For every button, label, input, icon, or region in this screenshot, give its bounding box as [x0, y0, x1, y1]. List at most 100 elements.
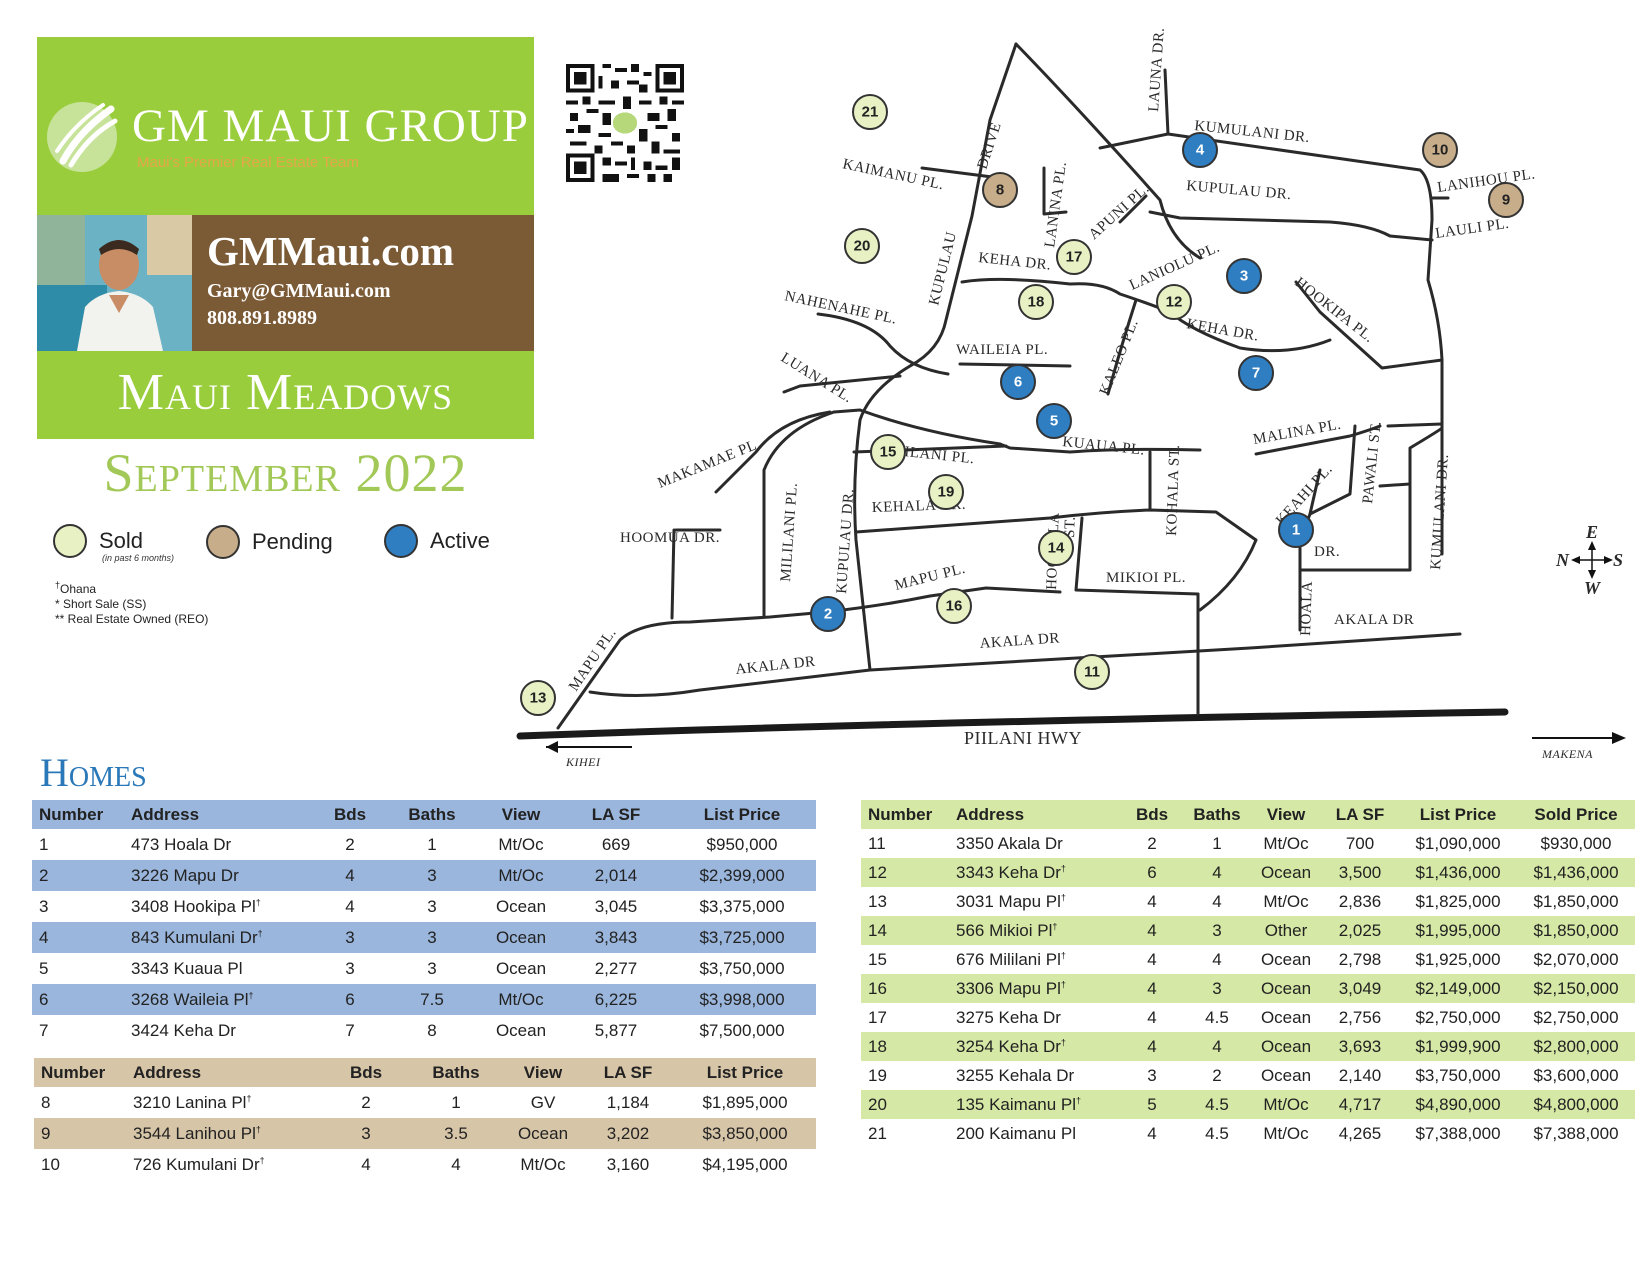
col-bds: Bds	[314, 800, 386, 829]
marker-3-active[interactable]: 3	[1226, 258, 1262, 294]
cell-bds: 4	[361, 1154, 371, 1174]
ohana-mark: †	[1052, 920, 1058, 931]
cell-la-sf: 2,014	[564, 860, 668, 891]
cell-address: 3275 Keha Dr	[949, 1003, 1121, 1032]
cell-sold-price: $3,600,000	[1533, 1065, 1619, 1085]
cell-baths: 4	[1212, 949, 1222, 969]
cell-number: 2	[32, 860, 124, 891]
table-row: 20 135 Kaimanu Pl† 5 4.5 Mt/Oc 4,717 $4,890,00…	[861, 1090, 1635, 1119]
cell-baths: 4.5	[1183, 1090, 1251, 1119]
legend-sold-label: Sold	[99, 528, 144, 553]
marker-19-sold[interactable]: 19	[928, 474, 964, 510]
cell-list-price: $4,195,000	[702, 1154, 788, 1174]
street-makamae-pl: MAKAMAE PL.	[656, 436, 764, 492]
email-address[interactable]: Gary@GMMaui.com	[207, 280, 391, 302]
cell-view: Other	[1251, 916, 1321, 945]
cell-number: 3	[39, 896, 49, 916]
agent-contact-bar: GMMaui.com Gary@GMMaui.com 808.891.8989	[37, 215, 534, 351]
qr-code-icon[interactable]	[566, 64, 684, 182]
marker-9-pending[interactable]: 9	[1488, 182, 1524, 218]
street-hookipa-pl: HOOKIPA PL.	[1292, 275, 1377, 347]
table-row: 17 3275 Keha Dr 4 4.5 Ocean 2,756 $2,750,000 $2…	[861, 1003, 1635, 1032]
cell-bds: 4	[1121, 974, 1183, 1003]
table-row: 2 3226 Mapu Dr 4 3 Mt/Oc 2,014 $2,399,000	[32, 860, 816, 891]
marker-6-active[interactable]: 6	[1000, 364, 1036, 400]
cell-address: 3343 Kuaua Pl	[124, 953, 314, 984]
cell-bds: 2	[361, 1092, 371, 1112]
col-view: View	[1251, 800, 1321, 829]
marker-11-sold[interactable]: 11	[1074, 654, 1110, 690]
cell-number: 6	[32, 984, 124, 1015]
cell-bds: 4	[314, 860, 386, 891]
marker-number: 7	[1252, 365, 1260, 382]
marker-13-sold[interactable]: 13	[520, 680, 556, 716]
marker-number: 18	[1028, 294, 1045, 311]
marker-number: 1	[1292, 522, 1300, 539]
cell-number: 20	[861, 1090, 949, 1119]
ohana-mark: †	[248, 989, 254, 1000]
table-row: 5 3343 Kuaua Pl 3 3 Ocean 2,277 $3,750,000	[32, 953, 816, 984]
street-pawali-st: PAWALI ST.	[1360, 420, 1385, 504]
cell-number: 12	[861, 858, 949, 887]
marker-20-sold[interactable]: 20	[844, 228, 880, 264]
marker-circle	[1226, 258, 1262, 294]
cell-view: Ocean	[1260, 1007, 1312, 1027]
marker-circle	[520, 680, 556, 716]
marker-17-sold[interactable]: 17	[1056, 239, 1092, 275]
marker-14-sold[interactable]: 14	[1038, 530, 1074, 566]
col-view: View	[478, 800, 564, 829]
cell-sold-price: $2,070,000	[1533, 949, 1619, 969]
table-row: 11 3350 Akala Dr 2 1 Mt/Oc 700 $1,090,000 $930,…	[861, 829, 1635, 858]
marker-16-sold[interactable]: 16	[936, 588, 972, 624]
ohana-mark: †	[1060, 891, 1066, 902]
marker-10-pending[interactable]: 10	[1422, 132, 1458, 168]
active-listings-table: Number Address Bds Baths View LA SF List…	[32, 800, 816, 1046]
phone-number[interactable]: 808.891.8989	[207, 307, 317, 329]
cell-number: 13	[868, 891, 887, 911]
cell-address: 726 Kumulani Dr†	[126, 1149, 324, 1180]
cell-bds: 3	[1147, 1065, 1157, 1085]
cell-number: 7	[39, 1020, 49, 1040]
marker-15-sold[interactable]: 15	[870, 434, 906, 470]
marker-circle	[1488, 182, 1524, 218]
marker-2-active[interactable]: 2	[810, 596, 846, 632]
marker-4-active[interactable]: 4	[1182, 132, 1218, 168]
pending-table-header: Number Address Bds Baths View LA SF List…	[34, 1058, 816, 1087]
street-waileia-pl: WAILEIA PL.	[956, 342, 1048, 358]
cell-la-sf: 2,025	[1321, 916, 1399, 945]
cell-number: 10	[41, 1154, 60, 1174]
marker-1-active[interactable]: 1	[1278, 512, 1314, 548]
cell-bds: 6	[314, 984, 386, 1015]
marker-number: 3	[1240, 268, 1248, 285]
marker-circle	[1036, 403, 1072, 439]
brand-logo-icon	[47, 102, 118, 172]
ohana-mark: †	[259, 1154, 265, 1165]
ohana-mark: †	[1060, 949, 1066, 960]
marker-21-sold[interactable]: 21	[852, 94, 888, 130]
cell-bds: 2	[1147, 833, 1157, 853]
marker-18-sold[interactable]: 18	[1018, 284, 1054, 320]
cell-bds: 5	[1121, 1090, 1183, 1119]
table-row: 4 843 Kumulani Dr† 3 3 Ocean 3,843 $3,725,000	[32, 922, 816, 953]
compass-w: W	[1584, 578, 1602, 598]
street-apuni-pl: APUNI PL.	[1086, 181, 1153, 243]
street-keha-dr-1: KEHA DR.	[978, 250, 1052, 274]
street-kupulau-dr: KUPULAU DR.	[834, 488, 857, 594]
marker-number: 20	[854, 238, 871, 255]
note-reo: ** Real Estate Owned (REO)	[55, 612, 209, 626]
cell-view: Ocean	[1260, 1065, 1312, 1085]
cell-number: 16	[861, 974, 949, 1003]
marker-number: 8	[996, 182, 1004, 199]
marker-5-active[interactable]: 5	[1036, 403, 1072, 439]
cell-la-sf: 2,836	[1338, 891, 1382, 911]
marker-12-sold[interactable]: 12	[1156, 284, 1192, 320]
street-hoomua-dr: HOOMUA DR.	[620, 530, 720, 546]
website[interactable]: GMMaui.com	[207, 228, 455, 274]
legend-pending: Pending	[206, 525, 333, 559]
marker-8-pending[interactable]: 8	[982, 172, 1018, 208]
col-address: Address	[126, 1058, 324, 1087]
cell-baths: 7.5	[386, 984, 478, 1015]
cell-view: Ocean	[1251, 858, 1321, 887]
ohana-mark: †	[257, 927, 263, 938]
marker-7-active[interactable]: 7	[1238, 355, 1274, 391]
